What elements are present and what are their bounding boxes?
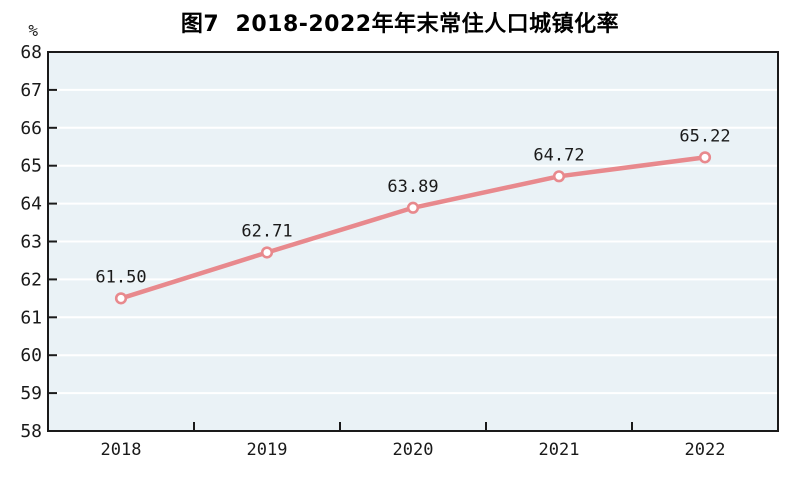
data-point-marker [114,292,128,305]
x-axis-tick-label: 2021 [539,440,580,460]
x-axis-tick-label: 2018 [101,440,142,460]
y-axis-tick-label: 60 [20,345,42,366]
y-axis-tick-label: 62 [20,269,42,290]
data-point-label: 62.71 [241,221,292,241]
data-point-marker [260,246,274,259]
y-axis-tick-label: 68 [20,42,42,63]
data-point-label: 63.89 [387,177,438,197]
y-axis-tick-label: 59 [20,383,42,404]
data-point-label: 64.72 [533,145,584,165]
x-axis-tick-label: 2019 [247,440,288,460]
data-point-marker [698,151,712,164]
y-axis-unit-label: % [28,21,38,40]
x-axis-tick-label: 2022 [685,440,726,460]
chart-title: 图7 2018-2022年年末常住人口城镇化率 [180,12,620,37]
y-axis-tick-label: 65 [20,156,42,177]
x-axis-tick-label: 2020 [393,440,434,460]
y-axis-tick-label: 64 [20,194,42,215]
y-axis-tick-label: 61 [20,307,42,328]
y-axis-tick-label: 63 [20,232,42,253]
data-point-marker [552,170,566,183]
data-point-label: 65.22 [679,126,730,146]
y-axis-tick-label: 67 [20,80,42,101]
y-axis-tick-label: 58 [20,421,42,442]
y-axis-tick-label: 66 [20,118,42,139]
plot-border [47,51,779,432]
data-point-marker [406,201,420,214]
data-point-label: 61.50 [95,267,146,287]
